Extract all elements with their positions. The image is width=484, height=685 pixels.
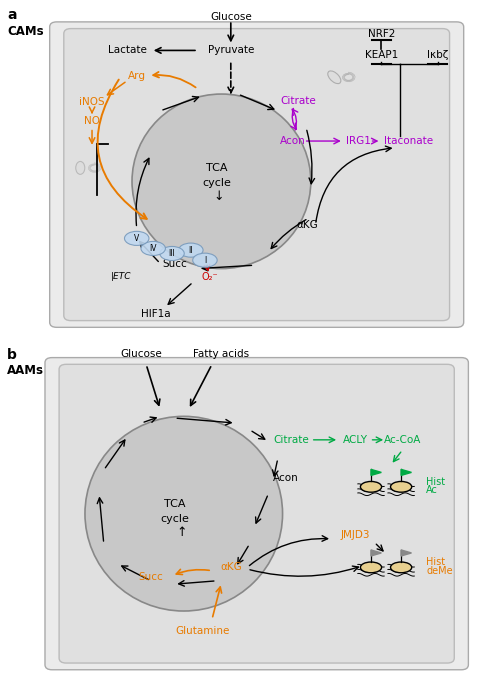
- Text: CAMs: CAMs: [7, 25, 44, 38]
- Ellipse shape: [141, 241, 165, 256]
- Polygon shape: [370, 469, 380, 475]
- Ellipse shape: [390, 482, 411, 493]
- Text: II: II: [188, 246, 193, 255]
- Text: Hist: Hist: [425, 477, 444, 487]
- Text: a: a: [7, 8, 17, 23]
- Text: O₂⁻: O₂⁻: [201, 272, 217, 282]
- Ellipse shape: [360, 562, 381, 573]
- FancyBboxPatch shape: [45, 358, 468, 670]
- Text: Ac-CoA: Ac-CoA: [383, 435, 420, 445]
- Text: Glutamine: Glutamine: [175, 626, 229, 636]
- Text: cycle: cycle: [202, 178, 231, 188]
- Text: KEAP1: KEAP1: [364, 51, 397, 60]
- Ellipse shape: [76, 162, 85, 175]
- Text: IRG1: IRG1: [346, 136, 370, 146]
- Ellipse shape: [327, 71, 340, 84]
- Text: Hist: Hist: [425, 558, 444, 567]
- Ellipse shape: [192, 253, 217, 267]
- Text: NO: NO: [84, 116, 100, 126]
- Text: αKG: αKG: [296, 220, 318, 230]
- Text: ACLY: ACLY: [342, 435, 367, 445]
- Text: iNOS: iNOS: [79, 97, 105, 108]
- Text: III: III: [168, 249, 175, 258]
- Text: HIF1a: HIF1a: [140, 309, 170, 319]
- Text: Succ: Succ: [162, 258, 186, 269]
- Text: Itaconate: Itaconate: [383, 136, 432, 146]
- Text: Glucose: Glucose: [121, 349, 162, 359]
- Ellipse shape: [85, 416, 282, 611]
- FancyBboxPatch shape: [64, 29, 449, 321]
- Text: AAMs: AAMs: [7, 364, 44, 377]
- Text: Acon: Acon: [280, 136, 305, 146]
- Text: NRF2: NRF2: [367, 29, 394, 38]
- Text: |ETC: |ETC: [111, 273, 131, 282]
- Text: V: V: [134, 234, 139, 243]
- Text: ↑: ↑: [176, 525, 186, 538]
- Text: Pyruvate: Pyruvate: [207, 45, 254, 55]
- FancyBboxPatch shape: [49, 22, 463, 327]
- Text: Iκbζ: Iκbζ: [426, 51, 448, 60]
- Text: IV: IV: [149, 244, 157, 253]
- Text: TCA: TCA: [206, 163, 227, 173]
- Text: Arg: Arg: [127, 71, 145, 81]
- Text: deMe: deMe: [425, 566, 452, 575]
- Text: I: I: [203, 256, 206, 264]
- Text: αKG: αKG: [219, 562, 241, 573]
- Text: Ac: Ac: [425, 485, 437, 495]
- Text: b: b: [7, 347, 17, 362]
- Polygon shape: [400, 469, 410, 475]
- Text: Succ: Succ: [138, 573, 163, 582]
- Ellipse shape: [132, 94, 310, 269]
- Ellipse shape: [390, 562, 411, 573]
- Text: cycle: cycle: [160, 514, 188, 524]
- Ellipse shape: [360, 482, 381, 493]
- Ellipse shape: [159, 247, 184, 260]
- FancyBboxPatch shape: [59, 364, 454, 663]
- Text: Citrate: Citrate: [280, 96, 315, 105]
- Text: Fatty acids: Fatty acids: [193, 349, 249, 359]
- Ellipse shape: [178, 243, 203, 257]
- Text: Lactate: Lactate: [107, 45, 147, 55]
- Ellipse shape: [124, 232, 149, 245]
- Text: JMJD3: JMJD3: [340, 530, 369, 540]
- Polygon shape: [370, 550, 380, 556]
- Text: Acon: Acon: [272, 473, 298, 484]
- Polygon shape: [400, 550, 410, 556]
- Text: TCA: TCA: [163, 499, 185, 508]
- Text: Citrate: Citrate: [272, 435, 308, 445]
- Text: ↓: ↓: [213, 190, 224, 203]
- Text: Glucose: Glucose: [210, 12, 251, 22]
